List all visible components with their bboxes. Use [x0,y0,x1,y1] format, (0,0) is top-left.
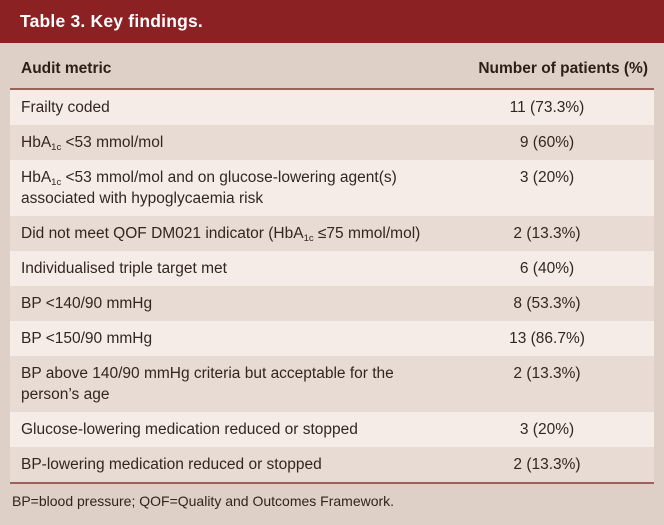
audit-table: Audit metric Number of patients (%) Frai… [10,43,654,484]
table-body: Frailty coded 11 (73.3%) HbA1c <53 mmol/mo… [10,90,654,482]
table-row: BP <140/90 mmHg 8 (53.3%) [10,286,654,321]
metric-cell: BP above 140/90 mmHg criteria but accept… [21,365,394,403]
table-row: Frailty coded 11 (73.3%) [10,90,654,125]
metric-cell: BP <150/90 mmHg [21,330,153,347]
subscript: 1c [51,142,62,153]
value-cell: 9 (60%) [519,134,575,151]
metric-cell: Did not meet QOF DM021 indicator (HbA1c … [21,225,421,244]
table-row: HbA1c <53 mmol/mol and on glucose-loweri… [10,160,654,216]
table-header-row: Audit metric Number of patients (%) [10,43,654,88]
value-cell: 8 (53.3%) [513,295,581,312]
table-row: BP <150/90 mmHg 13 (86.7%) [10,321,654,356]
metric-cell: HbA1c <53 mmol/mol and on glucose-loweri… [21,169,397,207]
value-cell: 2 (13.3%) [513,365,581,382]
table-row: BP above 140/90 mmHg criteria but accept… [10,356,654,412]
metric-cell: BP-lowering medication reduced or stoppe… [21,456,322,473]
value-cell: 13 (86.7%) [509,330,585,347]
metric-cell: BP <140/90 mmHg [21,295,153,312]
value-cell: 11 (73.3%) [509,99,585,116]
subscript: 1c [303,233,314,244]
value-cell: 2 (13.3%) [513,456,581,473]
value-cell: 3 (20%) [519,421,575,438]
metric-cell: Glucose-lowering medication reduced or s… [21,421,358,438]
footer-rule [10,482,654,484]
value-cell: 6 (40%) [519,260,575,277]
table-row: Did not meet QOF DM021 indicator (HbA1c … [10,216,654,251]
value-cell: 2 (13.3%) [513,225,581,242]
table-row: Individualised triple target met 6 (40%) [10,251,654,286]
metric-cell: Frailty coded [21,99,110,116]
table-title: Table 3. Key findings. [20,11,203,31]
table-title-bar: Table 3. Key findings. [0,0,664,43]
column-header-audit-metric: Audit metric [21,60,112,77]
table-row: BP-lowering medication reduced or stoppe… [10,447,654,482]
metric-cell: HbA1c <53 mmol/mol [21,134,164,153]
table-row: HbA1c <53 mmol/mol 9 (60%) [10,125,654,160]
metric-cell: Individualised triple target met [21,260,227,277]
table-row: Glucose-lowering medication reduced or s… [10,412,654,447]
column-header-number-of-patients: Number of patients (%) [478,60,648,77]
table-footnote: BP=blood pressure; QOF=Quality and Outco… [12,493,395,509]
header-rule [10,88,654,90]
value-cell: 3 (20%) [519,169,575,186]
subscript: 1c [51,177,62,188]
